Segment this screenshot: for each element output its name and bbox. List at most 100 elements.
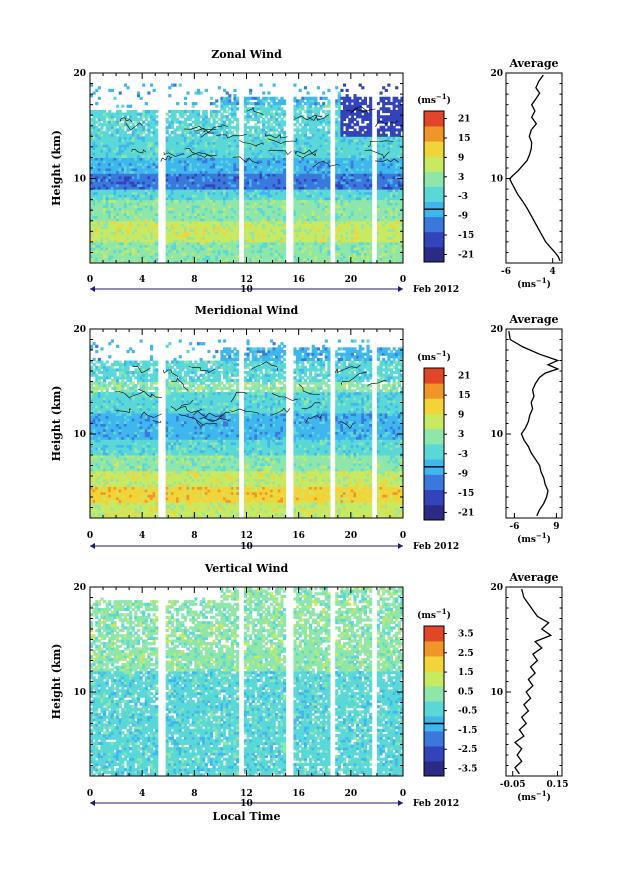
heatmap-cell: [123, 218, 128, 222]
heatmap-cell: [189, 131, 193, 135]
heatmap-cell: [103, 149, 107, 153]
heatmap-cell: [165, 112, 169, 116]
heatmap-cell: [189, 247, 193, 251]
heatmap-cell: [97, 226, 101, 230]
heatmap-cell: [110, 165, 114, 169]
heatmap-cell: [191, 168, 195, 172]
heatmap-cell: [170, 241, 174, 246]
heatmap-cell: [207, 244, 211, 248]
heatmap-cell: [209, 168, 214, 172]
heatmap-cell: [181, 194, 185, 198]
heatmap-cell: [209, 165, 214, 169]
heatmap-cell: [168, 186, 172, 190]
heatmap-cell: [202, 168, 206, 172]
heatmap-cell: [181, 207, 185, 211]
heatmap-cell: [147, 109, 151, 114]
heatmap-cell: [165, 239, 169, 243]
heatmap-cell: [170, 162, 174, 166]
heatmap-cell: [170, 204, 174, 209]
heatmap-cell: [100, 152, 104, 156]
heatmap-cell: [209, 125, 214, 129]
heatmap-cell: [90, 226, 94, 230]
heatmap-cell: [90, 138, 94, 143]
heatmap-cell: [90, 231, 94, 235]
heatmap-cell: [113, 220, 117, 224]
heatmap-cell: [126, 220, 130, 224]
heatmap-cell: [134, 257, 138, 261]
heatmap-cell: [204, 109, 208, 114]
heatmap-cell: [196, 231, 201, 235]
heatmap-cell: [105, 197, 109, 201]
heatmap-cell: [149, 83, 154, 87]
heatmap-cell: [108, 236, 112, 240]
heatmap-cell: [149, 154, 154, 158]
heatmap-cell: [95, 212, 99, 216]
heatmap-cell: [202, 197, 206, 201]
heatmap-cell: [129, 247, 133, 251]
panel-title: Zonal Wind: [211, 48, 282, 61]
heatmap-cell: [110, 202, 114, 206]
heatmap-cell: [121, 170, 125, 174]
heatmap-cell: [316, 86, 321, 90]
heatmap-cell: [149, 136, 154, 140]
heatmap-cell: [191, 191, 195, 195]
heatmap-cell: [142, 236, 146, 240]
heatmap-cell: [90, 239, 94, 243]
heatmap-cell: [129, 175, 133, 180]
heatmap-cell: [149, 212, 154, 216]
heatmap-cell: [108, 204, 112, 209]
heatmap-cell: [113, 131, 117, 135]
heatmap-cell: [144, 123, 148, 127]
heatmap-cell: [126, 239, 130, 243]
heatmap-cell: [165, 160, 169, 164]
heatmap-cell: [186, 197, 190, 201]
heatmap-cell: [142, 168, 146, 172]
heatmap-cell: [202, 115, 206, 119]
heatmap-cell: [118, 260, 122, 264]
heatmap-cell: [170, 168, 174, 172]
heatmap-cell: [183, 244, 188, 248]
heatmap-cell: [144, 178, 148, 182]
heatmap-cell: [191, 252, 195, 256]
heatmap-cell: [178, 152, 182, 156]
heatmap-cell: [136, 197, 141, 201]
heatmap-cell: [142, 212, 146, 216]
heatmap-cell: [207, 154, 211, 158]
heatmap-cell: [152, 247, 156, 251]
heatmap-cell: [147, 170, 151, 174]
heatmap-cell: [123, 141, 128, 145]
heatmap-cell: [108, 138, 112, 143]
heatmap-cell: [142, 197, 146, 201]
heatmap-cell: [142, 131, 146, 135]
heatmap-cell: [183, 231, 188, 235]
heatmap-cell: [155, 207, 159, 211]
heatmap-cell: [194, 252, 198, 256]
heatmap-cell: [131, 228, 135, 232]
heatmap-cell: [134, 231, 138, 235]
heatmap-cell: [123, 239, 128, 243]
heatmap-cell: [181, 154, 185, 158]
heatmap-cell: [136, 133, 141, 137]
heatmap-cell: [134, 210, 138, 214]
heatmap-cell: [209, 170, 214, 174]
heatmap-cell: [110, 191, 114, 195]
heatmap-cell: [139, 141, 143, 145]
heatmap-cell: [95, 233, 99, 238]
heatmap-cell: [90, 125, 94, 129]
heatmap-cell: [194, 131, 198, 135]
heatmap-cell: [176, 175, 180, 180]
heatmap-cell: [123, 133, 128, 137]
heatmap-cell: [178, 133, 182, 137]
heatmap-cell: [110, 197, 114, 201]
heatmap-cell: [165, 181, 169, 185]
heatmap-cell: [126, 215, 130, 219]
heatmap-cell: [149, 170, 154, 174]
heatmap-cell: [207, 173, 211, 177]
heatmap-cell: [168, 191, 172, 195]
heatmap-cell: [108, 123, 112, 127]
heatmap-cell: [168, 257, 172, 261]
heatmap-cell: [105, 170, 109, 174]
heatmap-cell: [105, 128, 109, 132]
heatmap-cell: [209, 241, 214, 246]
heatmap-cell: [90, 128, 94, 132]
